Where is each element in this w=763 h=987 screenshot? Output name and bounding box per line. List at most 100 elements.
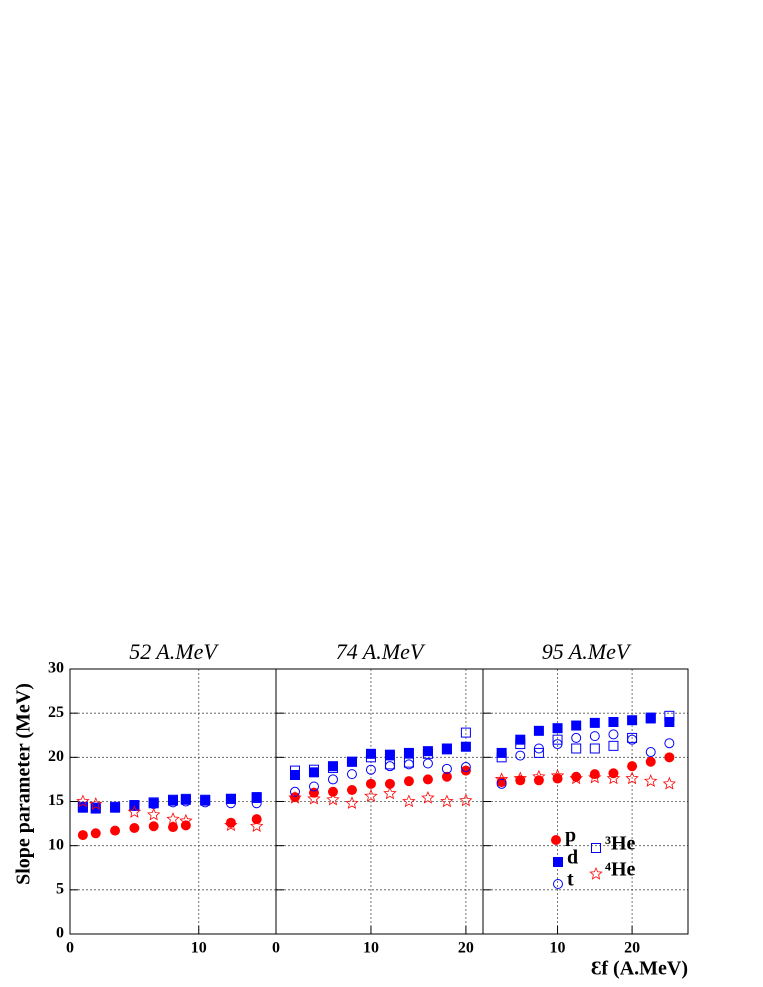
point	[308, 767, 319, 778]
point	[532, 769, 546, 783]
point	[289, 786, 300, 797]
point	[608, 729, 619, 740]
point	[552, 734, 563, 745]
x-tick-label: 10	[363, 940, 379, 957]
legend-marker	[553, 857, 563, 867]
point	[608, 717, 619, 727]
point	[533, 725, 544, 736]
point	[168, 822, 178, 833]
point	[166, 812, 180, 825]
point	[346, 769, 357, 780]
point	[384, 761, 395, 772]
point	[608, 740, 619, 751]
y-tick-label: 30	[48, 660, 64, 677]
point	[179, 813, 193, 827]
point	[403, 747, 414, 758]
point	[168, 795, 178, 806]
y-tick-label: 0	[56, 925, 64, 942]
point	[384, 778, 395, 789]
point	[346, 756, 357, 767]
point	[627, 761, 638, 772]
point	[645, 756, 656, 767]
legend-label: t	[567, 869, 574, 891]
point	[403, 776, 414, 787]
plot-frame	[482, 668, 689, 935]
point	[326, 792, 340, 806]
point	[441, 763, 452, 774]
point	[90, 828, 101, 839]
y-axis-label: Slope parameter (MeV)	[13, 683, 35, 885]
point	[645, 713, 656, 724]
point	[496, 747, 507, 758]
point	[513, 771, 527, 785]
point	[664, 738, 675, 749]
point	[515, 750, 526, 761]
legend-label: ³He	[605, 833, 636, 855]
point	[664, 752, 675, 763]
point	[307, 791, 321, 805]
point	[365, 764, 376, 775]
point	[571, 743, 582, 754]
point	[76, 794, 90, 808]
point	[460, 727, 471, 738]
point	[625, 771, 639, 785]
plot-frame	[275, 668, 484, 935]
point	[251, 792, 262, 803]
point	[365, 778, 376, 789]
panel-title: 52 A.MeV	[129, 639, 219, 664]
point	[533, 747, 544, 758]
x-axis-label: Ɛf (A.MeV)	[591, 958, 688, 980]
point	[180, 794, 191, 805]
point	[90, 803, 101, 814]
point	[384, 749, 395, 760]
point	[148, 798, 159, 809]
point	[346, 785, 357, 796]
point	[225, 817, 236, 828]
x-tick-label: 10	[550, 940, 566, 957]
point	[627, 734, 638, 745]
point	[571, 732, 582, 743]
point	[589, 743, 600, 754]
point	[77, 802, 88, 813]
point	[533, 743, 544, 754]
y-tick-label: 10	[48, 836, 64, 853]
point	[515, 734, 526, 745]
legend-label: ⁴He	[605, 859, 636, 881]
x-tick-label: 20	[458, 940, 474, 957]
point	[327, 786, 338, 797]
point	[383, 786, 397, 800]
point	[494, 772, 509, 786]
x-tick-label: 0	[272, 940, 280, 957]
point	[200, 795, 211, 806]
point	[589, 717, 600, 728]
point	[460, 741, 471, 752]
point	[308, 781, 319, 792]
panel-title: 95 A.MeV	[542, 639, 632, 664]
point	[496, 778, 507, 789]
point	[552, 723, 563, 734]
point	[88, 797, 103, 810]
point	[552, 739, 563, 750]
point	[110, 825, 121, 836]
point	[569, 771, 583, 785]
point	[550, 768, 565, 782]
point	[589, 769, 600, 780]
x-tick-label: 20	[624, 940, 640, 957]
point	[148, 821, 159, 832]
y-tick-label: 20	[48, 748, 64, 765]
point	[110, 802, 121, 813]
point	[589, 731, 600, 742]
point	[224, 818, 238, 832]
point	[129, 823, 140, 833]
point	[643, 774, 658, 787]
point	[127, 805, 142, 818]
legend-marker	[553, 879, 563, 889]
y-tick-label: 15	[48, 792, 64, 809]
x-tick-label: 0	[66, 940, 74, 957]
point	[251, 814, 262, 825]
point	[147, 807, 161, 821]
point	[422, 758, 433, 769]
point	[571, 720, 582, 731]
point	[588, 770, 602, 784]
